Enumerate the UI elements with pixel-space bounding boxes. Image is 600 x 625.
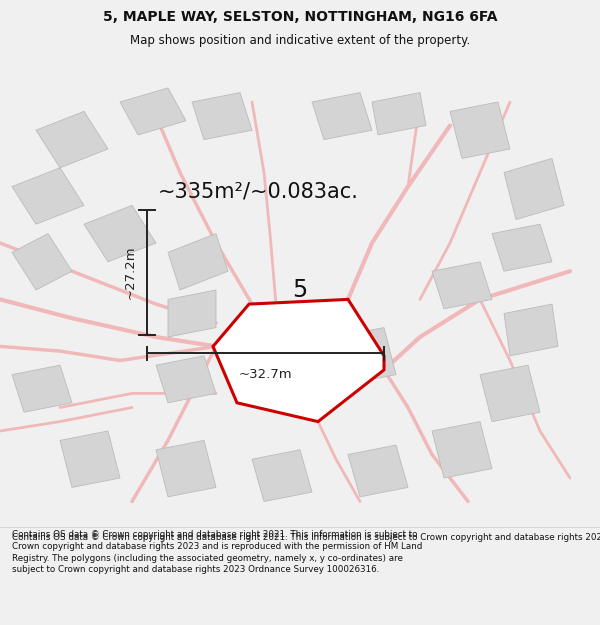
- Polygon shape: [492, 224, 552, 271]
- Polygon shape: [252, 450, 312, 501]
- Polygon shape: [336, 328, 396, 384]
- Polygon shape: [12, 365, 72, 413]
- Polygon shape: [432, 422, 492, 478]
- Polygon shape: [156, 356, 216, 402]
- Polygon shape: [156, 441, 216, 497]
- Text: 5, MAPLE WAY, SELSTON, NOTTINGHAM, NG16 6FA: 5, MAPLE WAY, SELSTON, NOTTINGHAM, NG16 …: [103, 10, 497, 24]
- Polygon shape: [372, 92, 426, 135]
- Text: Map shows position and indicative extent of the property.: Map shows position and indicative extent…: [130, 34, 470, 47]
- Text: ~335m²/~0.083ac.: ~335m²/~0.083ac.: [158, 182, 358, 202]
- Polygon shape: [168, 234, 228, 290]
- Polygon shape: [36, 111, 108, 168]
- Text: ~32.7m: ~32.7m: [239, 369, 292, 381]
- Polygon shape: [84, 206, 156, 262]
- Polygon shape: [504, 158, 564, 219]
- Polygon shape: [348, 445, 408, 497]
- Polygon shape: [312, 92, 372, 139]
- Text: Contains OS data © Crown copyright and database right 2021. This information is : Contains OS data © Crown copyright and d…: [12, 533, 600, 542]
- Polygon shape: [192, 92, 252, 139]
- Polygon shape: [480, 365, 540, 422]
- Polygon shape: [168, 290, 216, 337]
- Text: 5: 5: [292, 278, 308, 302]
- Polygon shape: [12, 168, 84, 224]
- Polygon shape: [450, 102, 510, 158]
- Text: Contains OS data © Crown copyright and database right 2021. This information is : Contains OS data © Crown copyright and d…: [12, 530, 422, 574]
- Polygon shape: [12, 234, 72, 290]
- Polygon shape: [60, 431, 120, 488]
- Text: ~27.2m: ~27.2m: [123, 246, 136, 299]
- Polygon shape: [432, 262, 492, 309]
- Polygon shape: [213, 299, 384, 422]
- Polygon shape: [504, 304, 558, 356]
- Polygon shape: [120, 88, 186, 135]
